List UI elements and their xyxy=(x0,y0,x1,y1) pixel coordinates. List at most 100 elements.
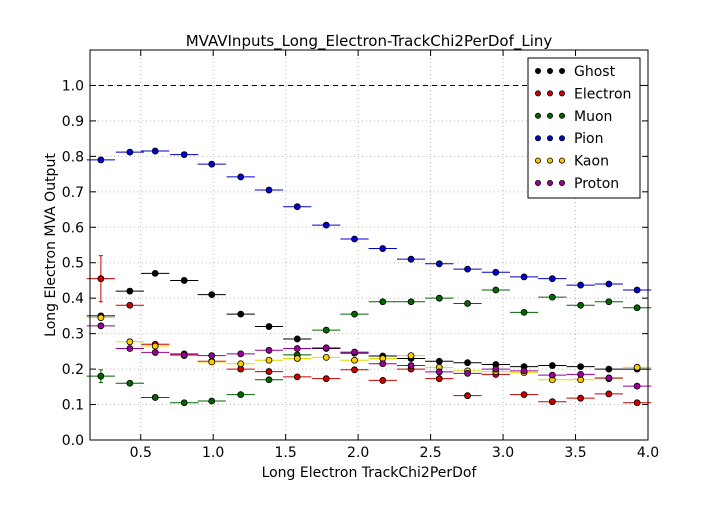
pion-point xyxy=(492,268,500,276)
kaon-point xyxy=(151,342,159,350)
proton-point xyxy=(633,382,641,390)
ghost-point xyxy=(237,310,245,318)
y-tick-label: 0.2 xyxy=(62,362,84,378)
muon-point xyxy=(548,293,556,301)
legend-marker-muon xyxy=(535,112,542,119)
legend: Ghost Electron Muon Pion Kaon Proton xyxy=(527,57,641,199)
pion-point xyxy=(97,156,105,164)
x-axis-label: Long Electron TrackChi2PerDof xyxy=(262,465,478,481)
data-series-group xyxy=(86,147,652,407)
proton-point xyxy=(126,345,134,352)
x-tick-label: 1.0 xyxy=(202,445,224,461)
legend-label-kaon: Kaon xyxy=(574,154,609,170)
proton-point xyxy=(605,374,613,382)
y-tick-label: 0.0 xyxy=(62,433,84,449)
legend-marker-kaon xyxy=(559,157,566,164)
y-tick-label: 0.7 xyxy=(62,185,84,201)
pion-point xyxy=(293,203,301,211)
legend-label-proton: Proton xyxy=(574,176,619,192)
electron-point xyxy=(351,366,358,374)
proton-point xyxy=(180,351,188,359)
pion-point xyxy=(379,245,387,252)
kaon-point xyxy=(126,338,134,346)
muon-point xyxy=(407,298,415,306)
y-tick-label: 0.3 xyxy=(62,327,84,343)
pion-point xyxy=(126,148,134,156)
muon-point xyxy=(265,376,273,384)
y-tick-label: 0.9 xyxy=(62,114,84,130)
pion-point xyxy=(605,280,613,288)
ghost-point xyxy=(548,362,556,369)
ghost-point xyxy=(265,323,273,330)
legend-marker-electron xyxy=(535,90,542,97)
muon-point xyxy=(322,326,330,334)
kaon-point xyxy=(293,355,301,362)
electron-point xyxy=(293,373,301,381)
legend-marker-pion xyxy=(547,135,554,142)
proton-point xyxy=(351,348,358,356)
muon-point xyxy=(97,372,105,380)
x-tick-label: 2.5 xyxy=(419,445,441,461)
proton-point xyxy=(293,345,301,352)
electron-point xyxy=(322,375,330,383)
electron-point xyxy=(633,399,641,407)
legend-marker-pion xyxy=(559,135,566,142)
muon-point xyxy=(633,304,641,312)
ghost-point xyxy=(435,357,443,365)
x-tick-label: 1.5 xyxy=(275,445,297,461)
plot-frame xyxy=(89,49,649,441)
pion-point xyxy=(464,265,471,273)
legend-marker-muon xyxy=(559,112,566,119)
muon-point xyxy=(237,391,245,399)
pion-point xyxy=(633,286,641,294)
y-tick-label: 0.5 xyxy=(62,256,84,272)
x-tick-label: 2.0 xyxy=(347,445,369,461)
muon-point xyxy=(180,399,188,407)
y-tick-label: 0.8 xyxy=(62,149,84,165)
proton-point xyxy=(577,371,585,378)
ghost-point xyxy=(293,335,301,343)
pion-point xyxy=(237,173,245,181)
kaon-point xyxy=(633,363,641,371)
pion-point xyxy=(351,235,358,243)
electron-point xyxy=(265,368,273,375)
legend-label-ghost: Ghost xyxy=(574,64,616,80)
pion-point xyxy=(548,275,556,283)
kaon-point xyxy=(322,353,330,361)
muon-point xyxy=(520,308,528,316)
ghost-point xyxy=(180,277,188,284)
proton-point xyxy=(464,369,471,377)
series-pion xyxy=(86,147,652,294)
series-muon xyxy=(86,286,652,407)
electron-point xyxy=(97,275,105,283)
proton-point xyxy=(435,368,443,376)
electron-point xyxy=(577,394,585,402)
kaon-point xyxy=(265,356,273,364)
legend-marker-pion xyxy=(535,135,542,142)
electron-point xyxy=(435,375,443,383)
ghost-point xyxy=(208,291,216,299)
legend-marker-ghost xyxy=(559,68,566,75)
legend-marker-proton xyxy=(535,179,542,186)
electron-point xyxy=(464,392,471,400)
electron-point xyxy=(605,390,613,398)
pion-point xyxy=(520,273,528,281)
series-proton xyxy=(86,322,652,390)
kaon-point xyxy=(208,358,216,366)
electron-point xyxy=(520,391,528,399)
muon-point xyxy=(435,294,443,302)
kaon-point xyxy=(351,356,358,364)
y-tick-label: 1.0 xyxy=(62,78,84,94)
kaon-point xyxy=(237,360,245,368)
kaon-point xyxy=(407,352,415,360)
muon-point xyxy=(577,301,585,309)
legend-marker-electron xyxy=(547,90,554,97)
electron-point xyxy=(126,301,134,309)
electron-point xyxy=(548,398,556,406)
legend-marker-muon xyxy=(547,112,554,119)
chart-title: MVAVInputs_Long_Electron-TrackChi2PerDof… xyxy=(186,32,553,51)
legend-marker-proton xyxy=(547,179,554,186)
proton-point xyxy=(237,350,245,358)
muon-point xyxy=(464,300,471,307)
